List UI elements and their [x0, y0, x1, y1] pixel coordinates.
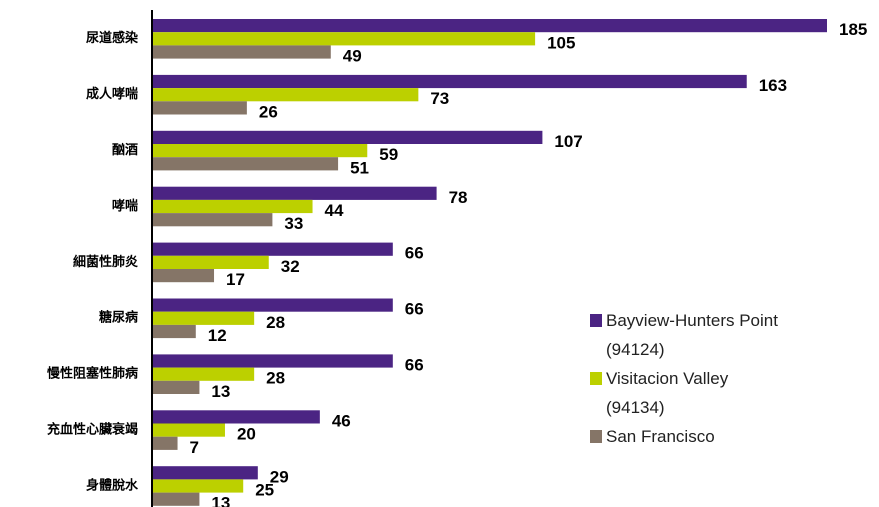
value-label: 66 [405, 355, 424, 374]
value-label: 32 [281, 257, 300, 276]
bar [152, 423, 225, 437]
value-label: 7 [190, 438, 199, 457]
bar [152, 466, 258, 480]
bar [152, 213, 273, 227]
bar [152, 311, 255, 325]
legend-item: Visitacion Valley (94134) [590, 364, 780, 422]
category-label: 充血性心臟衰竭 [47, 422, 138, 437]
bar [152, 298, 393, 312]
value-label: 13 [211, 382, 230, 401]
category-label: 成人哮喘 [86, 86, 138, 101]
legend-swatch [590, 372, 602, 385]
value-label: 26 [259, 102, 278, 121]
value-label: 20 [237, 425, 256, 444]
bar [152, 492, 200, 506]
legend-label: San Francisco [606, 427, 715, 446]
value-label: 66 [405, 244, 424, 263]
bar [152, 130, 543, 144]
bar [152, 144, 368, 158]
value-label: 66 [405, 300, 424, 319]
value-label: 13 [211, 494, 230, 507]
legend-swatch [590, 314, 602, 327]
bar [152, 157, 339, 171]
legend-item: San Francisco [590, 422, 780, 451]
bar [152, 324, 196, 339]
bar [152, 45, 331, 59]
bar [152, 101, 247, 115]
bar [152, 186, 437, 200]
category-label: 身體脫水 [86, 477, 139, 492]
bar [152, 19, 827, 33]
value-label: 51 [350, 158, 369, 177]
value-label: 33 [284, 214, 303, 233]
category-label: 慢性阻塞性肺病 [47, 366, 138, 381]
bar [152, 74, 747, 89]
bar [152, 367, 255, 381]
value-label: 44 [325, 201, 344, 220]
value-label: 105 [547, 33, 575, 52]
value-label: 12 [208, 326, 227, 345]
value-label: 107 [554, 132, 582, 151]
value-label: 73 [430, 89, 449, 108]
category-label: 尿道感染 [86, 30, 139, 45]
bar [152, 269, 215, 283]
bar [152, 354, 393, 368]
legend-label: Visitacion Valley (94134) [606, 369, 729, 417]
value-label: 28 [266, 369, 285, 388]
value-label: 78 [449, 188, 468, 207]
value-label: 59 [379, 145, 398, 164]
value-label: 25 [255, 480, 274, 499]
value-label: 29 [270, 467, 289, 486]
bar [152, 255, 269, 269]
legend: Bayview-Hunters Point (94124) Visitacion … [590, 306, 780, 451]
category-label: 糖尿病 [99, 310, 138, 325]
bar [152, 410, 320, 424]
bar [152, 380, 200, 394]
category-label: 細菌性肺炎 [73, 254, 138, 269]
value-label: 46 [332, 411, 351, 430]
bar [152, 32, 536, 46]
value-label: 49 [343, 46, 362, 65]
bar [152, 479, 244, 493]
category-label: 哮喘 [112, 198, 138, 213]
category-label: 酗酒 [112, 142, 138, 157]
bar [152, 199, 313, 214]
bar [152, 88, 419, 102]
value-label: 185 [839, 20, 867, 39]
bar [152, 436, 178, 450]
value-label: 163 [759, 76, 787, 95]
value-label: 28 [266, 313, 285, 332]
bar [152, 242, 393, 256]
value-label: 17 [226, 270, 245, 289]
legend-swatch [590, 430, 602, 443]
legend-item: Bayview-Hunters Point (94124) [590, 306, 780, 364]
legend-label: Bayview-Hunters Point (94124) [606, 311, 778, 359]
